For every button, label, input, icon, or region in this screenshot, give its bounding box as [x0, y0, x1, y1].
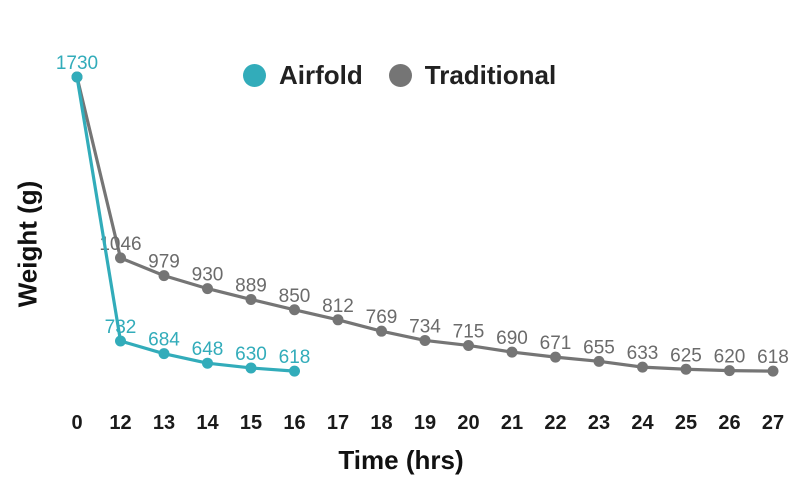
traditional-point: [202, 283, 213, 295]
x-tick-label: 15: [240, 412, 262, 434]
traditional-point: [680, 363, 692, 375]
legend-label-airfold: Airfold: [279, 60, 363, 90]
x-tick-label: 27: [762, 412, 784, 434]
airfold-point: [71, 71, 83, 83]
traditional-point-label: 633: [627, 343, 659, 364]
x-tick-label: 14: [196, 412, 219, 434]
traditional-point: [245, 293, 257, 305]
airfold-point-label: 684: [148, 330, 180, 351]
traditional-point: [289, 304, 300, 316]
traditional-point: [419, 334, 431, 346]
x-tick-label: 13: [153, 412, 175, 434]
traditional-point-label: 930: [192, 265, 224, 286]
traditional-point-label: 671: [540, 333, 572, 354]
traditional-point: [332, 314, 344, 326]
traditional-point-label: 769: [366, 307, 398, 328]
airfold-point: [202, 357, 213, 369]
traditional-point: [115, 252, 126, 264]
x-tick-label: 16: [283, 412, 305, 434]
traditional-point: [158, 270, 170, 282]
traditional-point: [767, 365, 779, 377]
legend-item-traditional[interactable]: Traditional: [388, 60, 557, 90]
legend: Airfold Traditional: [243, 62, 556, 88]
x-tick-label: 20: [457, 412, 479, 434]
x-tick-label: 26: [718, 412, 740, 434]
traditional-point-label: 715: [453, 321, 485, 342]
x-tick-label: 17: [327, 412, 349, 434]
x-axis-ticks: 0 12 13 14 15 16 17 18 19 20 21 22 23 24 25 26 27: [71, 412, 784, 434]
x-tick-label: 22: [544, 412, 566, 434]
airfold-point-label: 732: [105, 317, 137, 338]
airfold-point: [245, 362, 257, 374]
traditional-point: [506, 346, 518, 358]
traditional-point-label: 618: [757, 347, 789, 368]
traditional-point: [463, 339, 474, 351]
traditional-point-label: 734: [409, 316, 441, 337]
traditional-point-label: 812: [322, 296, 354, 317]
airfold-point-label: 630: [235, 344, 267, 365]
traditional-point-label: 850: [279, 286, 311, 307]
x-tick-label: 0: [71, 412, 82, 434]
x-tick-label: 23: [588, 412, 610, 434]
traditional-point: [637, 361, 648, 373]
airfold-point-label: 618: [279, 347, 311, 368]
x-tick-label: 12: [109, 412, 131, 434]
airfold-series: 1730 732 684 648 630 618: [56, 53, 310, 377]
traditional-point: [376, 325, 387, 337]
traditional-point-label: 1046: [99, 234, 141, 255]
airfold-line: [75, 75, 297, 373]
airfold-point-label: 648: [192, 339, 224, 360]
airfold-series-dot-icon: [243, 63, 266, 87]
x-tick-label: 24: [631, 412, 654, 434]
airfold-point: [158, 348, 170, 360]
traditional-point-label: 620: [714, 347, 746, 368]
traditional-point-label: 889: [235, 275, 267, 296]
airfold-point: [289, 365, 300, 377]
x-tick-label: 18: [370, 412, 392, 434]
legend-item-airfold[interactable]: Airfold: [243, 62, 363, 88]
traditional-point-label: 690: [496, 328, 528, 349]
x-tick-label: 21: [501, 412, 523, 434]
traditional-point: [550, 351, 561, 363]
x-axis-title: Time (hrs): [338, 445, 464, 475]
traditional-point-label: 655: [583, 337, 615, 358]
airfold-point-label: 1730: [56, 53, 98, 74]
legend-label-traditional: Traditional: [424, 60, 557, 90]
x-tick-label: 25: [675, 412, 697, 434]
traditional-series: 1046 979 930 889 850 812 769 734 715 690 671 655 633…: [71, 71, 789, 377]
traditional-point-label: 625: [670, 345, 702, 366]
traditional-point: [593, 355, 605, 367]
traditional-point-label: 979: [148, 252, 180, 273]
airfold-point: [115, 335, 126, 347]
traditional-point: [724, 365, 735, 377]
traditional-series-dot-icon: [388, 63, 412, 87]
x-tick-label: 19: [414, 412, 436, 434]
